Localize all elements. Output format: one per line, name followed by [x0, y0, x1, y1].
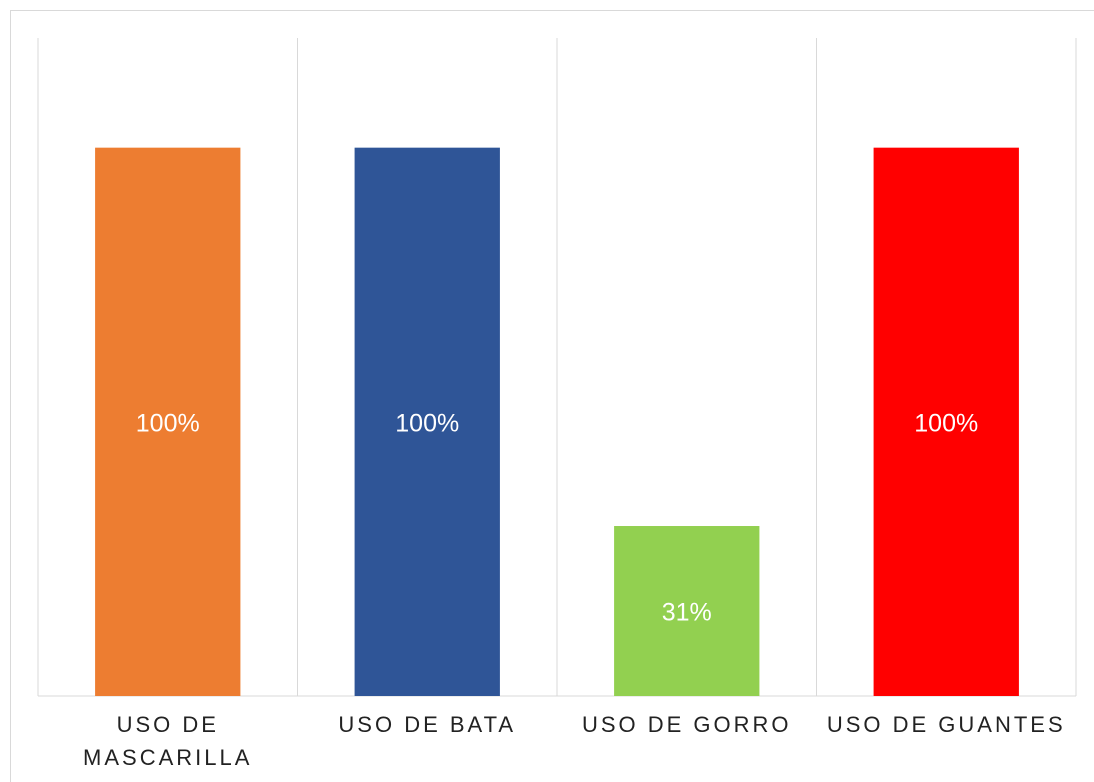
- data-label: 100%: [914, 409, 978, 437]
- x-tick-label: USO DE BATA: [338, 712, 517, 737]
- x-tick-label: USO DE GORRO: [581, 712, 792, 737]
- chart-border: [10, 10, 1094, 782]
- bar: [614, 526, 760, 696]
- bar: [873, 147, 1019, 696]
- data-label: 100%: [395, 409, 459, 437]
- x-tick-label: USO DE GUANTES: [826, 712, 1066, 737]
- data-label: 100%: [136, 409, 200, 437]
- x-tick-label: USO DE MASCARILLA: [83, 712, 253, 770]
- data-label: 31%: [662, 599, 712, 627]
- bar: [95, 147, 241, 696]
- bar: [354, 147, 500, 696]
